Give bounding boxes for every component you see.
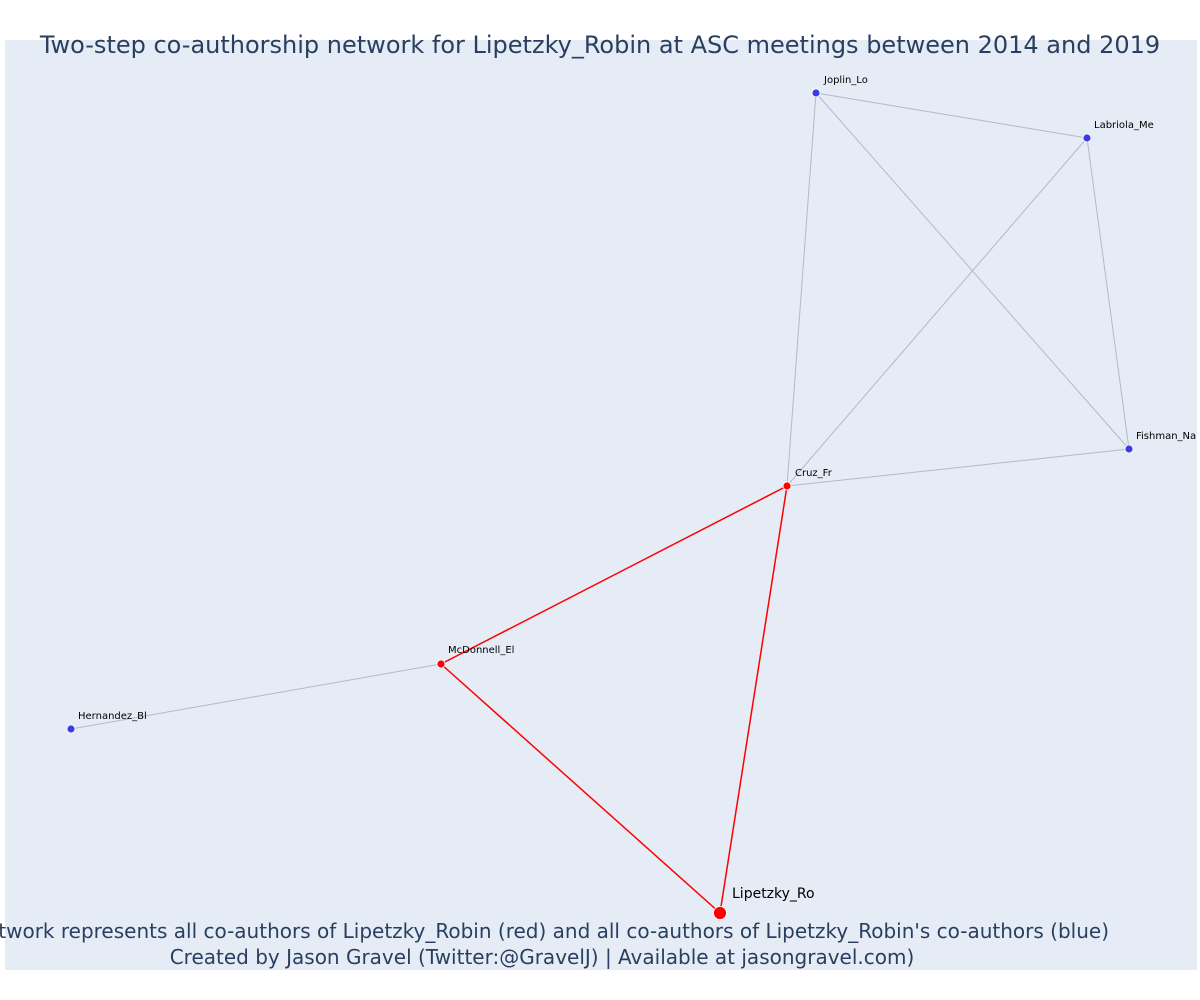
node-Joplin_Lo[interactable] — [811, 88, 821, 98]
node-label-Lipetzky_Ro: Lipetzky_Ro — [732, 886, 815, 902]
plot-background — [5, 40, 1197, 970]
node-Fishman_Na[interactable] — [1124, 444, 1134, 454]
node-McDonnell_El[interactable] — [436, 659, 446, 669]
edge-Joplin_Lo-Labriola_Me — [815, 92, 1088, 139]
node-label-Cruz_Fr: Cruz_Fr — [795, 468, 833, 479]
node-Lipetzky_Ro[interactable] — [713, 906, 727, 920]
edge-McDonnell_El-Cruz_Fr — [440, 485, 788, 665]
node-Hernandez_Bl[interactable] — [66, 724, 76, 734]
node-label-Joplin_Lo: Joplin_Lo — [823, 75, 868, 86]
edge-Labriola_Me-Fishman_Na — [1086, 137, 1130, 450]
node-label-Fishman_Na: Fishman_Na — [1136, 431, 1196, 442]
node-Cruz_Fr[interactable] — [782, 481, 792, 491]
edge-Lipetzky_Ro-Cruz_Fr — [719, 485, 788, 914]
edge-Cruz_Fr-Joplin_Lo — [786, 92, 817, 487]
chart-title: Two-step co-authorship network for Lipet… — [39, 31, 1160, 59]
edge-Cruz_Fr-Labriola_Me — [786, 137, 1088, 487]
edge-Cruz_Fr-Fishman_Na — [786, 448, 1130, 487]
node-label-McDonnell_El: McDonnell_El — [448, 645, 514, 656]
edge-Joplin_Lo-Fishman_Na — [815, 92, 1130, 450]
edge-Lipetzky_Ro-McDonnell_El — [440, 663, 721, 914]
labels-layer: Lipetzky_Ro Cruz_Fr McDonnell_El Joplin_Lo L… — [78, 75, 1196, 902]
footer-note: Network represents all co-authors of Lip… — [0, 919, 1109, 943]
edges-layer — [70, 92, 1130, 914]
edge-McDonnell_El-Hernandez_Bl — [70, 663, 442, 730]
node-label-Labriola_Me: Labriola_Me — [1094, 120, 1154, 131]
node-Labriola_Me[interactable] — [1082, 133, 1092, 143]
footer-credit: Created by Jason Gravel (Twitter:@Gravel… — [170, 945, 915, 969]
node-label-Hernandez_Bl: Hernandez_Bl — [78, 711, 147, 722]
nodes-layer — [66, 88, 1134, 920]
